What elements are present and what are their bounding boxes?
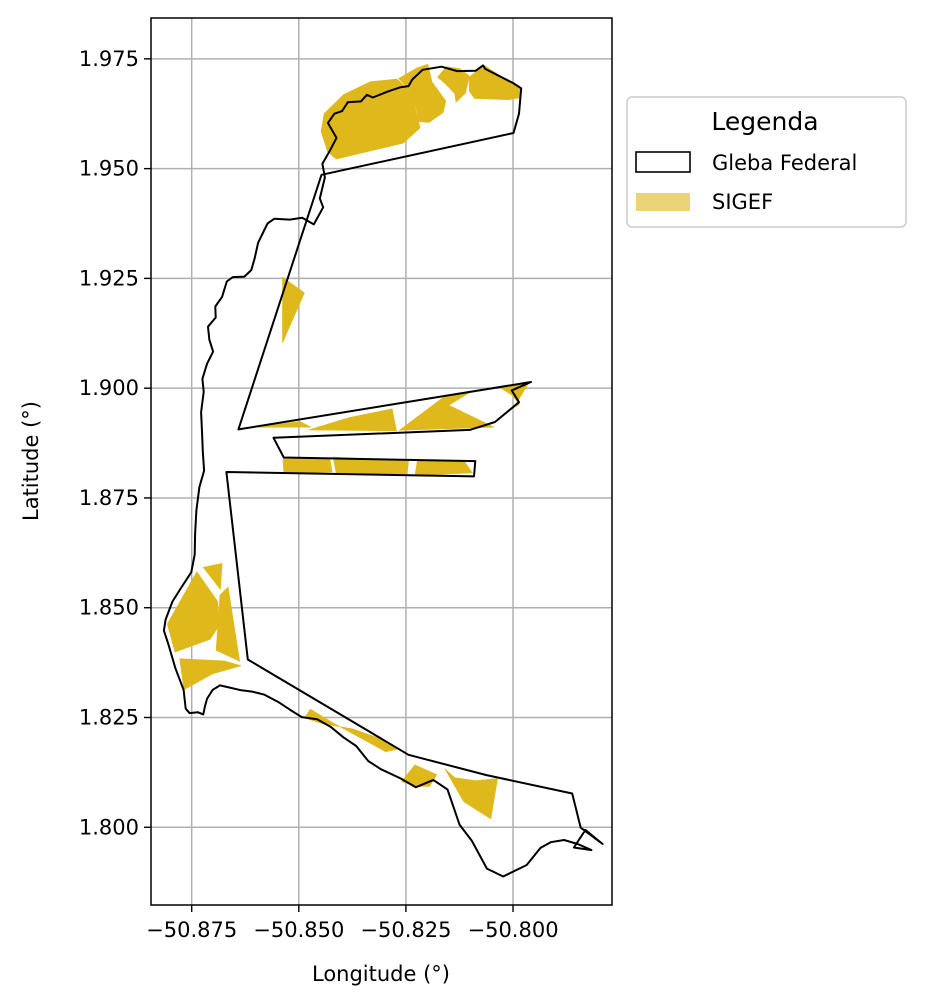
sigef-parcel <box>282 276 305 344</box>
sigef-parcel <box>179 658 243 691</box>
y-tick-label: 1.900 <box>79 376 139 400</box>
sigef-parcel <box>282 458 333 475</box>
gleba-federal-boundary <box>162 64 604 878</box>
y-tick-label: 1.975 <box>79 47 139 71</box>
sigef-parcel <box>320 78 421 160</box>
sigef-parcel <box>398 63 447 123</box>
y-tick-label: 1.875 <box>79 486 139 510</box>
x-axis-label: Longitude (°) <box>312 962 450 986</box>
y-tick-label: 1.950 <box>79 157 139 181</box>
x-tick-label: −50.850 <box>253 918 344 942</box>
sigef-parcel <box>215 586 241 662</box>
sigef-parcel <box>437 66 470 103</box>
gleba-federal-layer <box>162 64 604 878</box>
y-tick-label: 1.825 <box>79 706 139 730</box>
legend: Legenda Gleba Federal SIGEF <box>626 96 907 228</box>
x-tick-label: −50.825 <box>360 918 451 942</box>
legend-title: Legenda <box>711 107 818 136</box>
axes-frame <box>150 17 613 906</box>
grid-lines <box>151 18 612 905</box>
legend-swatch-gleba-federal <box>635 151 691 173</box>
legend-label-gleba-federal: Gleba Federal <box>712 151 857 175</box>
sigef-parcel <box>166 571 220 653</box>
sigef-parcel <box>414 459 473 476</box>
sigef-parcel <box>202 563 223 591</box>
y-tick-label: 1.850 <box>79 596 139 620</box>
sigef-parcel <box>303 708 401 753</box>
sigef-layer <box>166 63 530 820</box>
legend-swatch-sigef <box>636 193 690 211</box>
y-tick-label: 1.800 <box>79 815 139 839</box>
sigef-parcel <box>398 392 495 431</box>
legend-label-sigef: SIGEF <box>712 190 773 214</box>
y-tick-label: 1.925 <box>79 266 139 290</box>
y-axis-label: Latitude (°) <box>19 401 43 521</box>
legend-box <box>626 96 907 228</box>
x-tick-label: −50.800 <box>467 918 558 942</box>
axis-ticks: −50.875 −50.850 −50.825 −50.800 1.800 1.825 1.… <box>79 47 559 942</box>
x-tick-label: −50.875 <box>146 918 237 942</box>
sigef-parcel <box>308 408 397 432</box>
